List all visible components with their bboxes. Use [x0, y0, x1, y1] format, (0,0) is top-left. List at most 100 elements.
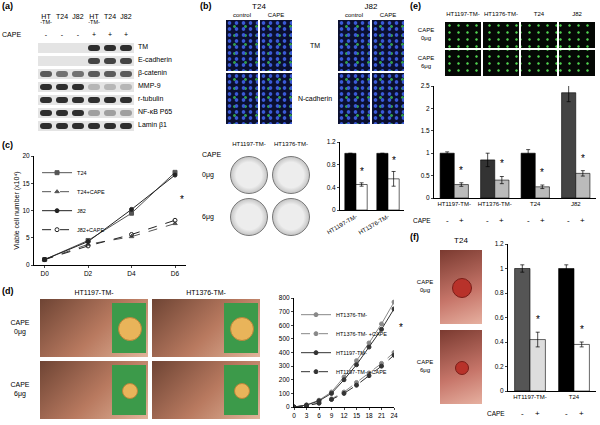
svg-text:3: 3 — [305, 412, 309, 419]
svg-text:+: + — [580, 216, 585, 225]
html-text:(e): (e) — [410, 1, 421, 11]
svg-text:-: - — [567, 216, 570, 225]
svg-text:J82+CAPE: J82+CAPE — [77, 227, 104, 233]
svg-text:6: 6 — [317, 412, 321, 419]
svg-text:-: - — [527, 216, 530, 225]
svg-text:-: - — [565, 409, 568, 418]
svg-text:1.2: 1.2 — [327, 138, 336, 145]
svg-text:T24: T24 — [530, 201, 541, 207]
svg-text:800: 800 — [279, 294, 290, 301]
svg-text:0.8: 0.8 — [327, 161, 336, 168]
svg-text:HT1376-TM-: HT1376-TM- — [358, 213, 390, 235]
svg-text:*: * — [581, 153, 585, 164]
svg-text:HT1376-TM-: HT1376-TM- — [336, 312, 367, 318]
svg-text:400: 400 — [279, 349, 290, 356]
html-text:(a): (a) — [2, 1, 13, 11]
svg-text:*: * — [360, 166, 364, 177]
svg-text:D4: D4 — [127, 270, 136, 277]
svg-text:T24: T24 — [569, 394, 580, 400]
svg-text:*: * — [580, 324, 584, 335]
svg-text:D0: D0 — [40, 270, 49, 277]
svg-text:+: + — [535, 409, 540, 418]
svg-text:HT1197-TM-: HT1197-TM- — [437, 201, 471, 207]
svg-text:500: 500 — [279, 335, 290, 342]
svg-text:200: 200 — [279, 376, 290, 383]
svg-text:CAPE: CAPE — [487, 410, 505, 417]
svg-text:15: 15 — [353, 412, 361, 419]
svg-text:5: 5 — [26, 234, 30, 241]
html-text:T24: T24 — [252, 2, 266, 11]
svg-text:0: 0 — [500, 387, 504, 394]
svg-text:HT1197-TM-: HT1197-TM- — [336, 350, 367, 356]
svg-text:-: - — [486, 216, 489, 225]
svg-text:*: * — [180, 194, 184, 205]
html-text:J82: J82 — [364, 2, 378, 11]
svg-text:+: + — [459, 216, 464, 225]
svg-text:9: 9 — [330, 412, 334, 419]
svg-text:+: + — [540, 216, 545, 225]
svg-text:*: * — [540, 167, 544, 178]
svg-text:*: * — [392, 155, 396, 166]
svg-text:0.5: 0.5 — [421, 172, 430, 179]
html-text:HT: HT — [41, 13, 51, 20]
svg-text:0: 0 — [26, 261, 30, 268]
svg-text:100: 100 — [279, 390, 290, 397]
svg-text:300: 300 — [279, 362, 290, 369]
svg-text:1: 1 — [426, 149, 430, 156]
svg-text:10: 10 — [22, 207, 30, 214]
svg-text:0.2: 0.2 — [495, 363, 504, 370]
svg-text:1.2: 1.2 — [495, 240, 504, 247]
svg-text:+: + — [579, 409, 584, 418]
svg-text:0.4: 0.4 — [495, 338, 504, 345]
svg-text:0: 0 — [332, 206, 336, 213]
html-text:(c): (c) — [2, 140, 13, 150]
svg-text:0.6: 0.6 — [495, 314, 504, 321]
svg-text:D6: D6 — [171, 270, 180, 277]
svg-text:*: * — [399, 322, 403, 333]
svg-text:-: - — [446, 216, 449, 225]
svg-text:12: 12 — [340, 412, 348, 419]
svg-text:J82: J82 — [571, 201, 581, 207]
svg-text:1: 1 — [500, 265, 504, 272]
svg-text:0: 0 — [426, 194, 430, 201]
svg-text:*: * — [500, 158, 504, 169]
svg-text:+: + — [499, 216, 504, 225]
html-text:HT: HT — [89, 13, 99, 20]
svg-text:2.5: 2.5 — [421, 82, 430, 89]
svg-text:HT1197-TM-: HT1197-TM- — [513, 394, 547, 400]
svg-text:24: 24 — [390, 412, 398, 419]
svg-text:2: 2 — [426, 105, 430, 112]
html-text:(d): (d) — [2, 286, 14, 296]
svg-text:18: 18 — [365, 412, 373, 419]
html-text:N-cadherin: N-cadherin — [297, 94, 333, 102]
html-text:J82: J82 — [72, 13, 84, 20]
svg-text:0.8: 0.8 — [495, 289, 504, 296]
html-text:(b): (b) — [200, 1, 212, 11]
html-text:T24: T24 — [56, 13, 68, 20]
svg-text:21: 21 — [378, 412, 386, 419]
svg-text:Viable cell number (x10⁴): Viable cell number (x10⁴) — [13, 171, 21, 249]
html-text:T24: T24 — [454, 236, 468, 245]
svg-text:HT1376-TM-: HT1376-TM- — [478, 201, 512, 207]
svg-text:20: 20 — [22, 152, 30, 159]
svg-text:HT1197-TM-: HT1197-TM- — [326, 213, 358, 235]
svg-text:15: 15 — [22, 180, 30, 187]
svg-text:HT1376-TM- +CAPE: HT1376-TM- +CAPE — [336, 331, 387, 337]
html-text:(f): (f) — [410, 232, 419, 242]
svg-text:*: * — [536, 314, 540, 325]
svg-text:D2: D2 — [84, 270, 93, 277]
svg-text:CAPE: CAPE — [413, 217, 431, 224]
svg-text:HT1197-TM- +CAPE: HT1197-TM- +CAPE — [336, 369, 387, 375]
svg-text:600: 600 — [279, 322, 290, 329]
svg-text:1.5: 1.5 — [421, 127, 430, 134]
svg-text:*: * — [459, 165, 463, 176]
html-text:TM: TM — [309, 41, 320, 49]
svg-text:0.4: 0.4 — [327, 184, 336, 191]
svg-text:700: 700 — [279, 308, 290, 315]
svg-text:0: 0 — [292, 412, 296, 419]
svg-text:0: 0 — [286, 403, 290, 410]
svg-text:J82: J82 — [77, 208, 86, 214]
svg-text:-: - — [521, 409, 524, 418]
svg-text:T24+CAPE: T24+CAPE — [77, 189, 105, 195]
svg-text:T24: T24 — [77, 170, 86, 176]
